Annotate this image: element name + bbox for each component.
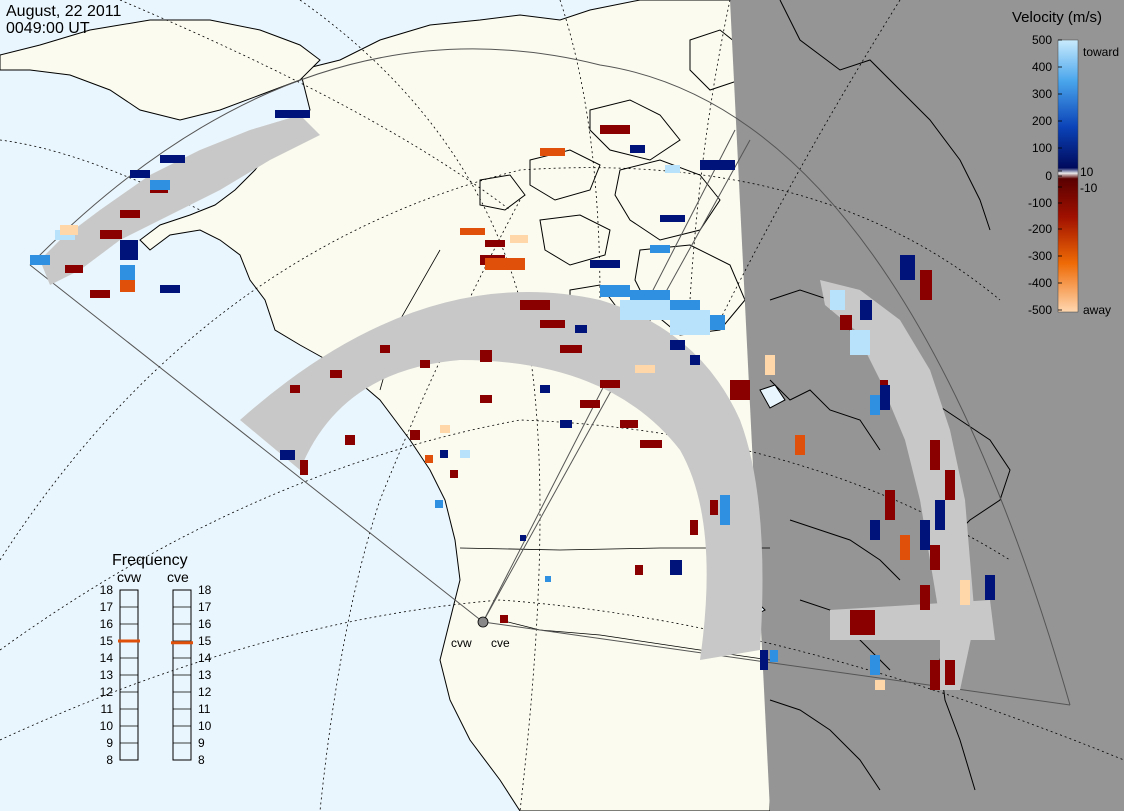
frequency-scale-left: 9: [106, 736, 113, 750]
frequency-scale-left: 15: [100, 634, 114, 648]
velocity-colorbar: Velocity (m/s) 500400300200100100-10-100…: [1012, 9, 1119, 317]
frequency-panel: Frequency cvw cve 18 18 17 17 16 16 15 15 14 14 13…: [100, 552, 212, 767]
colorbar-tick-label: -10: [1080, 181, 1098, 195]
colorbar-tick-label: 10: [1080, 165, 1094, 179]
frequency-scale-right: 13: [198, 668, 212, 682]
colorbar-tick-label: 300: [1032, 87, 1052, 101]
time-label: 0049:00 UT: [6, 20, 90, 37]
frequency-scale-left: 11: [101, 702, 114, 716]
frequency-radar-left: cvw: [117, 569, 142, 585]
colorbar-toward-label: toward: [1083, 45, 1119, 59]
frequency-scale-right: 12: [198, 685, 212, 699]
colorbar-title: Velocity (m/s): [1012, 9, 1102, 26]
frequency-scale-left: 17: [100, 600, 114, 614]
frequency-scale-right: 11: [198, 702, 211, 716]
radar-east-label: cve: [491, 636, 510, 650]
colorbar-tick-label: 0: [1045, 169, 1052, 183]
frequency-scale-left: 8: [106, 753, 113, 767]
colorbar-tick-label: -200: [1028, 222, 1052, 236]
radar-site-markers: cvw cve: [451, 616, 510, 650]
date-label: August, 22 2011: [6, 3, 121, 20]
frequency-scale-right: 15: [198, 634, 212, 648]
radar-site-dot: [477, 616, 489, 628]
colorbar-tick-label: 400: [1032, 60, 1052, 74]
frequency-scale-right: 17: [198, 600, 212, 614]
frequency-radar-right: cve: [167, 569, 189, 585]
land-masses: [0, 0, 771, 811]
colorbar-tick-label: -500: [1028, 303, 1052, 317]
frequency-scale-left: 12: [100, 685, 114, 699]
colorbar-tick-label: -300: [1028, 249, 1052, 263]
colorbar-tick-label: -400: [1028, 276, 1052, 290]
frequency-scale-right: 18: [198, 583, 212, 597]
frequency-title: Frequency: [112, 552, 188, 569]
frequency-scale-right: 9: [198, 736, 205, 750]
frequency-scale-right: 8: [198, 753, 205, 767]
frequency-scale-right: 16: [198, 617, 212, 631]
velocity-cells: [30, 110, 995, 690]
frequency-scale-right: 14: [198, 651, 212, 665]
colorbar-tick-label: 500: [1032, 33, 1052, 47]
colorbar-tick-label: 200: [1032, 114, 1052, 128]
frequency-scale-left: 16: [100, 617, 114, 631]
arctic-islands: [479, 29, 746, 336]
colorbar-tick-label: 100: [1032, 141, 1052, 155]
timestamp: August, 22 2011 0049:00 UT: [6, 3, 121, 37]
frequency-scale-right: 10: [198, 719, 212, 733]
frequency-scale-left: 14: [100, 651, 114, 665]
radar-west-label: cvw: [451, 636, 472, 650]
frequency-scale-left: 18: [100, 583, 114, 597]
frequency-scale-left: 13: [100, 668, 114, 682]
frequency-scale-left: 10: [100, 719, 114, 733]
colorbar-tick-label: -100: [1028, 196, 1052, 210]
colorbar-away-label: away: [1083, 303, 1111, 317]
